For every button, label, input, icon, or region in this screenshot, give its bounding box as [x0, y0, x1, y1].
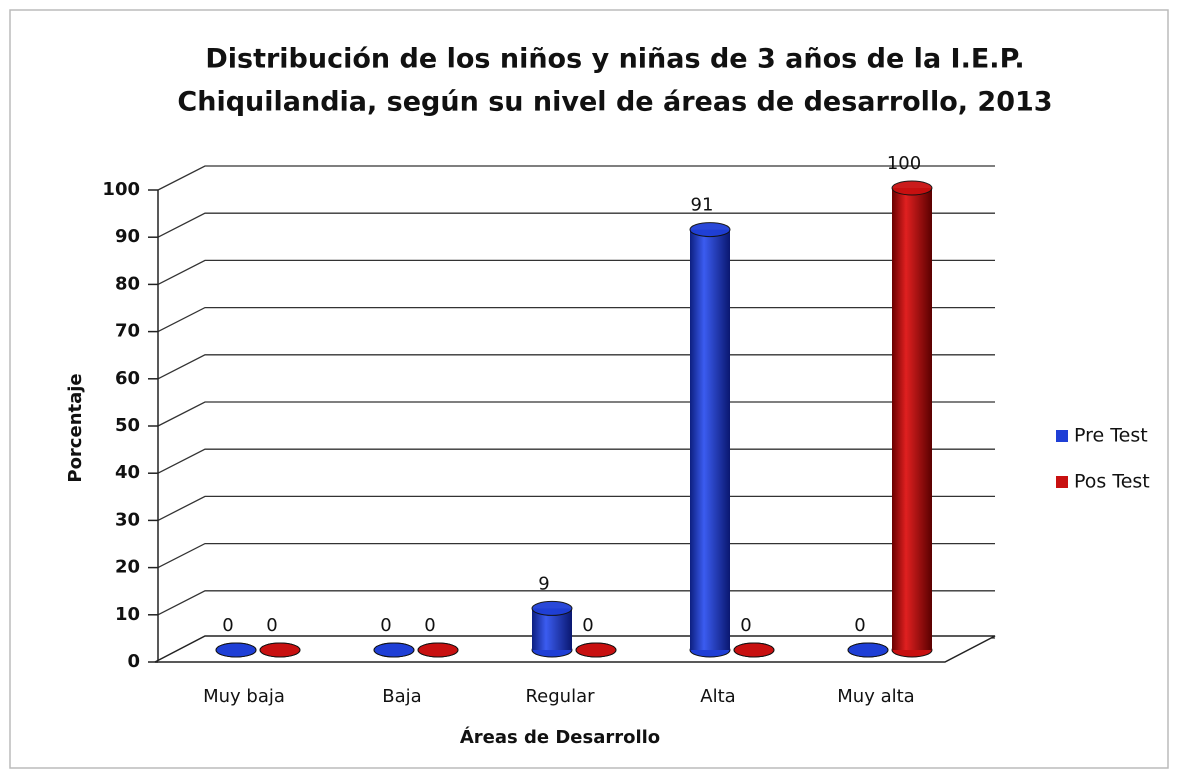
y-tick-label: 50: [115, 415, 140, 436]
bar: [373, 642, 415, 658]
data-label: 91: [691, 195, 714, 216]
data-label: 0: [222, 615, 233, 636]
y-tick-label: 0: [127, 651, 140, 672]
grid-line: [157, 448, 995, 474]
grid-line: [157, 259, 995, 285]
bar: [259, 642, 301, 658]
y-tick-label: 100: [102, 179, 140, 200]
legend-swatch: [1056, 476, 1068, 488]
grid-line: [157, 354, 995, 380]
data-label: 0: [424, 615, 435, 636]
grid-line: [157, 306, 995, 333]
bar: [689, 222, 731, 658]
bar-body: [892, 188, 932, 650]
chart-title: Chiquilandia, según su nivel de áreas de…: [177, 87, 1052, 118]
bar-top: [417, 642, 459, 658]
x-tick-label: Baja: [382, 686, 421, 707]
y-tick-label: 90: [115, 226, 140, 247]
bar-top: [575, 642, 617, 658]
x-tick-label: Muy baja: [203, 686, 285, 707]
y-axis-label: Porcentaje: [65, 373, 86, 482]
bar-top: [733, 642, 775, 658]
bar-top: [531, 600, 573, 616]
legend-label: Pre Test: [1074, 425, 1148, 447]
bar-top: [215, 642, 257, 658]
data-label: 0: [582, 615, 593, 636]
grid-line: [157, 165, 995, 191]
bar: [215, 642, 257, 658]
data-label: 0: [266, 615, 277, 636]
legend-label: Pos Test: [1074, 471, 1150, 493]
data-label: 0: [740, 615, 751, 636]
y-tick-label: 20: [115, 557, 140, 578]
data-label: 100: [887, 153, 921, 174]
bar-top: [891, 180, 933, 196]
y-tick-label: 70: [115, 321, 140, 342]
data-label: 0: [380, 615, 391, 636]
bar-top: [373, 642, 415, 658]
grid-line: [157, 542, 995, 569]
bar: [891, 180, 933, 658]
y-tick-label: 10: [115, 604, 140, 625]
bar-top: [259, 642, 301, 658]
bar: [847, 642, 889, 658]
grid-line: [157, 401, 995, 427]
bar: [575, 642, 617, 658]
y-tick-label: 30: [115, 509, 140, 530]
y-tick-label: 40: [115, 462, 140, 483]
bar: [733, 642, 775, 658]
bar: [417, 642, 459, 658]
data-label: 9: [538, 573, 549, 594]
floor: [154, 635, 996, 663]
chart-title: Distribución de los niños y niñas de 3 a…: [205, 44, 1024, 75]
grid-line: [157, 495, 995, 521]
bar-top: [847, 642, 889, 658]
y-tick-label: 60: [115, 368, 140, 389]
bar-body: [690, 229, 730, 650]
grid-line: [157, 212, 995, 238]
x-tick-label: Regular: [525, 686, 595, 707]
x-tick-label: Alta: [700, 686, 735, 707]
x-tick-label: Muy alta: [837, 686, 914, 707]
y-tick-label: 80: [115, 273, 140, 294]
bar: [531, 600, 573, 658]
x-axis-label: Áreas de Desarrollo: [460, 726, 660, 748]
legend-swatch: [1056, 430, 1068, 442]
data-label: 0: [854, 615, 865, 636]
bar-top: [689, 222, 731, 238]
grid-line: [157, 590, 995, 616]
